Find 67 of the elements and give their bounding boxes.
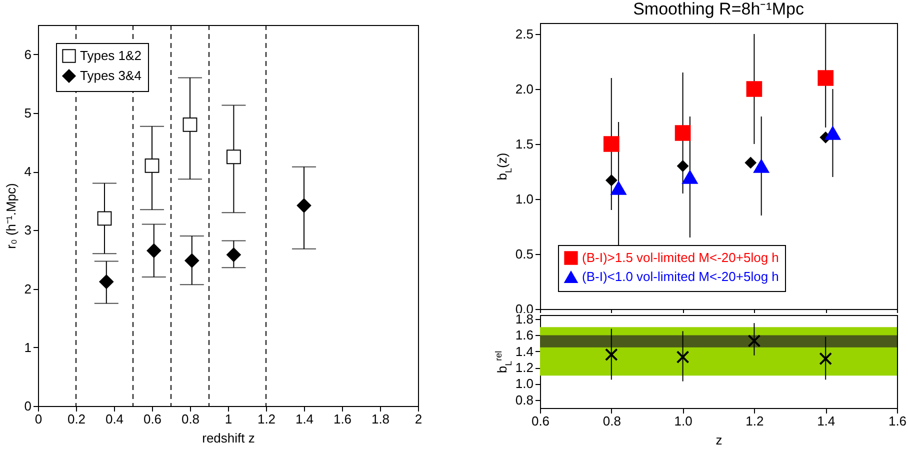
x-tick-label: 1.2 (257, 412, 276, 426)
x-axis-title: redshift z (202, 430, 255, 446)
point (99, 274, 114, 289)
x-tick-label: 1.6 (888, 414, 907, 428)
y-tick-label: 6 (24, 46, 32, 62)
x-tick-label: 1.4 (817, 414, 836, 428)
y-tick-label: 0.8 (515, 392, 534, 408)
point (184, 253, 200, 268)
y-tick-label: 2.5 (515, 26, 534, 42)
point (746, 81, 762, 97)
point (296, 198, 312, 213)
point (146, 243, 162, 258)
point (144, 158, 160, 173)
x-tick-label: 0.4 (105, 412, 124, 426)
point (818, 70, 834, 86)
y-tick-label: 5 (24, 105, 32, 120)
x-tick-label: 1.8 (371, 412, 390, 426)
y-tick-label: 1.6 (515, 328, 534, 343)
y-tick-label: 2.0 (515, 82, 534, 96)
x-tick-label: 0.2 (67, 412, 86, 426)
y-tick-label: 1.8 (515, 312, 534, 327)
point (97, 211, 112, 226)
x-tick-label: 1.4 (295, 412, 314, 426)
point (677, 160, 689, 172)
point (604, 348, 618, 362)
y-tick-label: 1.4 (515, 344, 534, 359)
y-tick-label: 0 (24, 398, 32, 414)
y-axis-title: r₀ (h⁻¹.Mpc) (3, 183, 18, 249)
x-tick-label: 0 (34, 412, 42, 426)
x-tick-label: 0.6 (531, 414, 550, 428)
point (603, 136, 620, 152)
y-tick-label: 3 (24, 222, 32, 238)
point (674, 125, 691, 141)
point (226, 150, 241, 164)
point (610, 181, 626, 195)
x-tick-label: 2 (414, 412, 422, 426)
x-tick-label: 0.8 (602, 414, 621, 428)
y-tick-label: 4 (24, 164, 32, 180)
x-tick-label: 1 (224, 412, 232, 426)
x-tick-label: 1.6 (333, 412, 352, 426)
y-tick-label: 1.5 (515, 136, 534, 152)
x-tick-label: 0.6 (143, 412, 162, 426)
legend-label: Types 1&2 (80, 48, 142, 63)
legend-label: (B-I)>1.5 vol-limited M<-20+5log h (582, 250, 779, 265)
point (682, 170, 698, 184)
x-tick-label: 1.2 (746, 414, 764, 428)
point (182, 117, 198, 132)
y-tick-label: 1.0 (515, 376, 534, 392)
legend-label: Types 3&4 (80, 68, 142, 83)
point (824, 126, 841, 140)
chart-title: Smoothing R=8h⁻¹Mpc (633, 0, 804, 18)
x-tick-label: 1.0 (674, 414, 692, 428)
point (606, 174, 618, 186)
y-tick-label: 1.0 (515, 192, 534, 206)
point (748, 334, 761, 348)
point (744, 156, 756, 168)
y-tick-label: 0.5 (515, 246, 534, 262)
y-tick-label: 2 (24, 281, 32, 296)
point (226, 248, 241, 262)
y-tick-label: 1.2 (515, 360, 534, 376)
point (753, 159, 770, 173)
point (819, 352, 832, 366)
legend-label: (B-I)<1.0 vol-limited M<-20+5log h (582, 269, 779, 284)
y-tick-label: 1 (24, 340, 32, 355)
point (676, 350, 690, 364)
x-axis-title: z (716, 432, 722, 448)
x-tick-label: 0.8 (181, 412, 200, 426)
